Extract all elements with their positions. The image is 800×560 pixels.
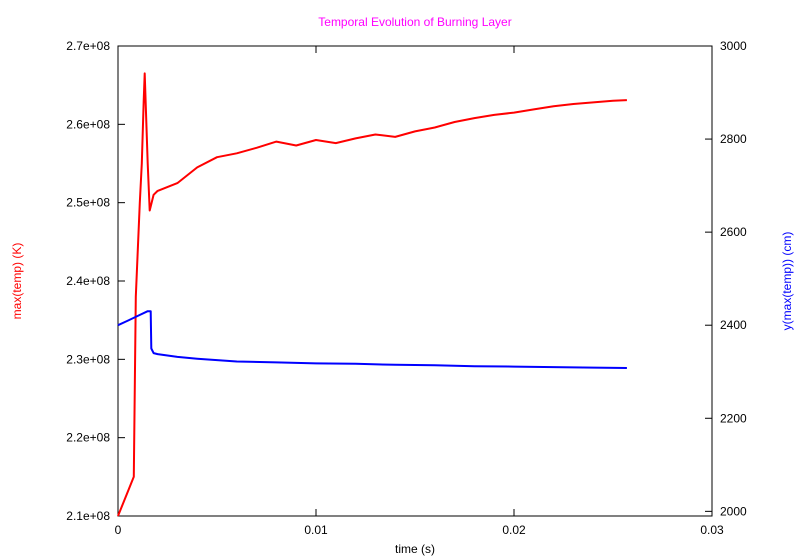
axis-ticks: 0 0.01 0.02 0.03 2.1e+08 2.2e+08 2.3e+08 2.4e+0…	[66, 39, 747, 537]
x-tick-label: 0.02	[502, 523, 526, 537]
y-left-tick-label: 2.3e+08	[66, 352, 110, 366]
x-tick-label: 0	[115, 523, 122, 537]
plot-frame	[117, 45, 713, 517]
y-left-tick-label: 2.2e+08	[66, 431, 110, 445]
series-line-maxtemp	[117, 72, 627, 517]
y-right-tick-label: 2400	[720, 318, 747, 332]
y-left-tick-label: 2.7e+08	[66, 39, 110, 53]
y-right-tick-label: 3000	[720, 39, 747, 53]
y-right-tick-label: 2600	[720, 225, 747, 239]
y-right-tick-label: 2200	[720, 411, 747, 425]
y-left-tick-label: 2.6e+08	[66, 117, 110, 131]
x-tick-label: 0.01	[304, 523, 328, 537]
y-left-tick-label: 2.4e+08	[66, 274, 110, 288]
y-right-tick-label: 2000	[720, 504, 747, 518]
x-tick-label: 0.03	[700, 523, 724, 537]
data-series	[117, 72, 627, 517]
x-axis-label: time (s)	[395, 542, 435, 556]
series-line-ymaxtemp	[117, 310, 627, 369]
y-left-tick-label: 2.1e+08	[66, 509, 110, 523]
y-right-tick-label: 2800	[720, 132, 747, 146]
y-left-tick-label: 2.5e+08	[66, 196, 110, 210]
chart-title: Temporal Evolution of Burning Layer	[318, 15, 511, 29]
y-right-axis-label: y(max(temp)) (cm)	[780, 232, 794, 331]
y-left-axis-label: max(temp) (K)	[10, 243, 24, 320]
